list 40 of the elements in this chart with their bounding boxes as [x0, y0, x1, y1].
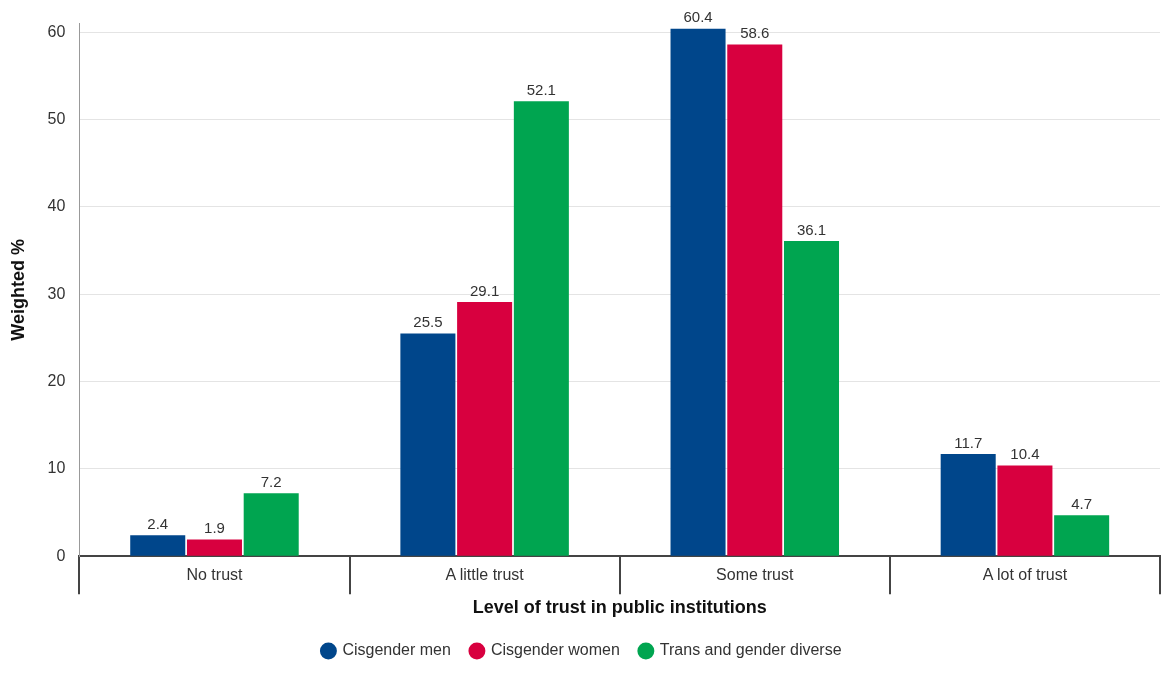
y-tick-label: 20	[47, 371, 66, 389]
data-label: 10.4	[1010, 445, 1040, 463]
bar	[243, 493, 299, 556]
data-label: 1.9	[204, 519, 225, 537]
bar	[513, 101, 569, 556]
data-label: 4.7	[1071, 494, 1093, 512]
legend-label: Trans and gender diverse	[659, 641, 842, 659]
data-label: 25.5	[413, 313, 443, 331]
data-label: 11.7	[954, 433, 983, 451]
y-tick-label: 50	[47, 110, 66, 128]
y-tick-label: 0	[56, 546, 66, 564]
bar	[670, 28, 726, 556]
x-tick-label: A lot of trust	[982, 566, 1068, 584]
bar	[727, 44, 783, 556]
bar	[783, 241, 840, 556]
data-label: 2.4	[147, 514, 169, 532]
bar	[186, 539, 242, 556]
bar	[940, 454, 996, 556]
x-tick-label: Some trust	[716, 566, 795, 584]
y-tick-label: 40	[47, 197, 66, 215]
data-label: 36.1	[796, 220, 827, 238]
bar	[130, 535, 186, 556]
y-tick-label: 30	[47, 284, 66, 302]
bar	[457, 302, 513, 556]
x-tick-label: A little trust	[445, 566, 525, 584]
y-tick-label: 60	[47, 22, 66, 40]
legend-label: Cisgender men	[342, 641, 451, 659]
y-axis-title: Weighted %	[7, 239, 28, 341]
data-label: 29.1	[470, 281, 500, 299]
x-axis-title: Level of trust in public institutions	[472, 597, 767, 618]
data-label: 60.4	[683, 8, 713, 26]
legend-label: Cisgender women	[490, 641, 620, 659]
data-label: 7.2	[260, 472, 282, 490]
data-label: 52.1	[526, 80, 556, 98]
data-label: 58.6	[740, 24, 770, 42]
bar	[1054, 515, 1110, 556]
y-tick-label: 10	[47, 459, 66, 477]
x-tick-label: No trust	[186, 566, 244, 584]
bar	[997, 465, 1053, 556]
bar	[400, 333, 456, 556]
